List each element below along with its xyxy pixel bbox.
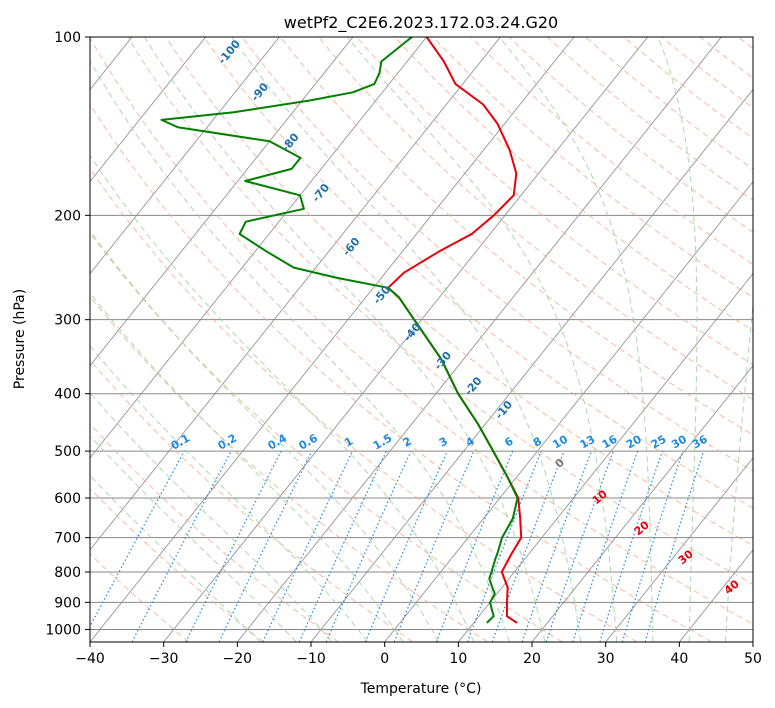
dry-adiabat [90, 295, 488, 642]
dry-adiabat [165, 37, 753, 547]
chart-title: wetPf2_C2E6.2023.172.03.24.G20 [284, 13, 558, 33]
mixing-ratio-line [90, 450, 185, 628]
mixing-ratio-line [491, 450, 565, 642]
isotherm-line [605, 457, 753, 642]
mixing-ratio-line [364, 450, 448, 642]
moist-adiabat [90, 435, 297, 642]
y-tick-label: 900 [54, 595, 81, 611]
x-tick-label: −40 [75, 651, 105, 667]
mixing-ratio-line [644, 450, 705, 642]
y-tick-label: 1000 [45, 622, 81, 638]
x-tick-label: −20 [223, 651, 253, 667]
x-tick-label: 40 [670, 651, 688, 667]
isotherm-line [237, 37, 722, 642]
x-tick-label: −10 [296, 651, 326, 667]
isotherm-line [531, 365, 753, 642]
mixing-ratio-line [185, 450, 282, 642]
mixing-ratio-line [393, 450, 475, 642]
dry-adiabat [318, 37, 753, 401]
isotherm-line [90, 37, 354, 367]
isotherm-line [384, 180, 753, 642]
x-tick-label: 30 [597, 651, 615, 667]
dry-adiabat [90, 553, 190, 642]
isotherm-line [90, 37, 575, 642]
x-tick-label: 50 [744, 651, 762, 667]
moist-adiabat [90, 154, 475, 642]
isotherm-line [90, 37, 501, 551]
plot-frame [89, 36, 754, 643]
background-lines [90, 37, 753, 642]
isotherm-line [90, 37, 280, 275]
isotherm-line [90, 37, 427, 459]
mixing-ratio-line [325, 450, 412, 642]
x-tick-label: 0 [380, 651, 389, 667]
moist-adiabat [90, 474, 261, 642]
axes: −40 −30 −20 −10 0 10 20 30 40 50 100 200 300 400 500 60… [45, 30, 762, 667]
x-axis-label: Temperature (°C) [360, 681, 482, 697]
dry-adiabat [90, 167, 638, 642]
moist-adiabat [231, 37, 582, 642]
moist-adiabat [90, 292, 404, 642]
y-tick-label: 100 [54, 30, 81, 46]
dry-adiabat [203, 37, 753, 509]
dry-adiabat [90, 359, 414, 642]
x-tick-label: 10 [449, 651, 467, 667]
dry-adiabat [90, 231, 563, 642]
dry-adiabat [394, 37, 753, 332]
isotherm-line [458, 273, 753, 642]
y-tick-label: 600 [54, 491, 81, 507]
dry-adiabat [90, 37, 753, 625]
isotherm-line [163, 37, 648, 642]
dry-adiabat [90, 103, 712, 642]
mixing-ratio-line [545, 450, 614, 642]
moist-adiabat [144, 37, 546, 642]
mixing-ratio-line [572, 450, 639, 642]
moist-adiabat [90, 59, 510, 642]
mixing-ratio-line [466, 450, 542, 642]
dry-adiabat [356, 37, 753, 366]
y-tick-label: 300 [54, 313, 81, 329]
moist-adiabat [498, 37, 654, 642]
x-tick-label: 20 [523, 651, 541, 667]
moist-adiabat [657, 37, 698, 642]
y-tick-label: 700 [54, 531, 81, 547]
y-tick-label: 400 [54, 387, 81, 403]
moist-adiabat [90, 345, 369, 642]
isotherm-line [90, 37, 206, 183]
dry-adiabat [127, 37, 753, 586]
profile-lines [160, 37, 523, 624]
mixing-ratio-line [621, 450, 684, 642]
mixing-ratio-line [521, 450, 592, 642]
x-tick-label: −30 [149, 651, 179, 667]
dewpoint-profile-line [160, 37, 519, 624]
mixing-ratio-line [599, 450, 663, 642]
moist-adiabat [90, 229, 439, 642]
y-tick-label: 500 [54, 444, 81, 460]
y-axis-label: Pressure (hPa) [12, 289, 28, 389]
y-tick-label: 200 [54, 208, 81, 224]
moist-adiabat [725, 299, 753, 642]
y-tick-label: 800 [54, 565, 81, 581]
dry-adiabat [90, 423, 339, 642]
mixing-ratio-line [435, 450, 514, 642]
